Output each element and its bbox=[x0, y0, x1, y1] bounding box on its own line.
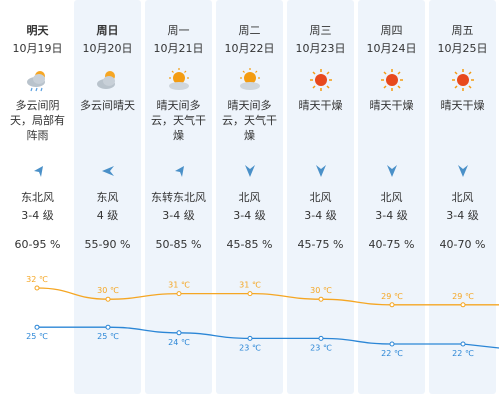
day-date: 10月25日 bbox=[437, 42, 488, 55]
low-temp-label: 25 ℃ bbox=[97, 332, 119, 341]
low-temp-point bbox=[176, 330, 182, 336]
high-temp-label: 29 ℃ bbox=[381, 292, 403, 301]
sunny-icon bbox=[451, 69, 474, 91]
low-temp-label: 23 ℃ bbox=[239, 343, 261, 352]
wind-direction: 北风 bbox=[238, 191, 261, 204]
day-date: 10月20日 bbox=[82, 42, 133, 55]
high-temp-label: 29 ℃ bbox=[452, 292, 474, 301]
humidity: 45-85 % bbox=[226, 238, 273, 251]
low-temp-label: 22 ℃ bbox=[452, 349, 474, 358]
day-column[interactable]: 周五 10月25日 晴天干燥 北风 3-4 级 40-70 % bbox=[429, 0, 496, 394]
day-column[interactable]: 周一 10月21日 晴天间多云，天气干燥 东转东北风 3-4 级 50-85 % bbox=[145, 0, 212, 394]
humidity: 60-95 % bbox=[14, 238, 61, 251]
high-temp-point bbox=[176, 291, 182, 297]
weather-description: 晴天间多云，天气干燥 bbox=[222, 99, 277, 142]
humidity: 40-75 % bbox=[368, 238, 415, 251]
day-name: 周五 bbox=[451, 24, 474, 37]
low-temp-point bbox=[247, 335, 253, 341]
day-name: 周一 bbox=[167, 24, 190, 37]
day-name: 周日 bbox=[96, 24, 119, 37]
high-temp-label: 30 ℃ bbox=[310, 286, 332, 295]
day-date: 10月19日 bbox=[12, 42, 63, 55]
sunny-cloudy-icon bbox=[168, 68, 189, 90]
high-temp-point bbox=[460, 302, 466, 308]
wind-arrow-south-icon bbox=[457, 165, 468, 177]
humidity: 50-85 % bbox=[155, 238, 202, 251]
wind-direction: 东风 bbox=[96, 191, 119, 204]
low-temp-series: 25 ℃ 25 ℃ 24 ℃ 23 ℃ 23 ℃ 22 ℃ 22 ℃ bbox=[26, 324, 499, 358]
wind-level: 4 级 bbox=[96, 209, 119, 222]
weather-description: 多云间阴天，局部有阵雨 bbox=[10, 99, 65, 142]
wind-direction: 东转东北风 bbox=[151, 191, 206, 204]
day-date: 10月24日 bbox=[366, 42, 417, 55]
day-name: 周三 bbox=[309, 24, 332, 37]
low-temp-point bbox=[460, 341, 466, 347]
partly-cloudy-rain-icon bbox=[26, 71, 45, 92]
wind-arrow-west-icon bbox=[101, 166, 114, 176]
high-temp-label: 31 ℃ bbox=[168, 281, 190, 290]
low-temp-point bbox=[389, 341, 395, 347]
low-temp-label: 23 ℃ bbox=[310, 343, 332, 352]
high-temp-point bbox=[247, 291, 253, 297]
low-temp-label: 25 ℃ bbox=[26, 332, 48, 341]
wind-direction: 北风 bbox=[380, 191, 403, 204]
high-temp-point bbox=[34, 285, 40, 291]
day-date: 10月22日 bbox=[224, 42, 275, 55]
low-temp-label: 22 ℃ bbox=[381, 349, 403, 358]
wind-level: 3-4 级 bbox=[375, 209, 408, 222]
sunny-icon bbox=[309, 69, 332, 91]
wind-direction: 北风 bbox=[309, 191, 332, 204]
wind-level: 3-4 级 bbox=[304, 209, 337, 222]
wind-level: 3-4 级 bbox=[446, 209, 479, 222]
wind-direction: 北风 bbox=[451, 191, 474, 204]
wind-arrow-south-icon bbox=[315, 165, 326, 177]
weather-description: 晴天干燥 bbox=[298, 99, 343, 112]
sunny-cloudy-icon bbox=[239, 68, 260, 90]
high-temp-point bbox=[318, 296, 324, 302]
partly-cloudy-icon bbox=[96, 71, 115, 89]
day-name: 周二 bbox=[238, 24, 261, 37]
wind-level: 3-4 级 bbox=[162, 209, 195, 222]
wind-level: 3-4 级 bbox=[21, 209, 54, 222]
wind-arrow-south-icon bbox=[244, 165, 255, 177]
low-temp-label: 24 ℃ bbox=[168, 338, 190, 347]
wind-arrow-south-icon bbox=[386, 165, 397, 177]
humidity: 55-90 % bbox=[84, 238, 131, 251]
humidity: 40-70 % bbox=[439, 238, 486, 251]
day-column[interactable]: 周四 10月24日 晴天干燥 北风 3-4 级 40-75 % bbox=[358, 0, 425, 394]
day-name: 明天 bbox=[26, 24, 49, 37]
weather-description: 晴天干燥 bbox=[440, 99, 485, 112]
weather-description: 多云间晴天 bbox=[80, 99, 135, 112]
day-column[interactable]: 周三 10月23日 晴天干燥 北风 3-4 级 45-75 % bbox=[287, 0, 354, 394]
low-temp-point bbox=[318, 335, 324, 341]
temperature-chart: 32 ℃ 30 ℃ 31 ℃ 31 ℃ 30 ℃ 29 ℃ 29 ℃ 25 ℃ 25 ℃ 24 … bbox=[26, 275, 499, 358]
sunny-icon bbox=[380, 69, 403, 91]
humidity: 45-75 % bbox=[297, 238, 344, 251]
high-temp-point bbox=[105, 296, 111, 302]
wind-level: 3-4 级 bbox=[233, 209, 266, 222]
wind-arrow-southwest-icon bbox=[33, 166, 43, 177]
low-temp-point bbox=[105, 324, 111, 330]
high-temp-point bbox=[389, 302, 395, 308]
high-temp-label: 30 ℃ bbox=[97, 286, 119, 295]
weather-description: 晴天间多云，天气干燥 bbox=[151, 99, 206, 142]
day-date: 10月23日 bbox=[295, 42, 346, 55]
day-name: 周四 bbox=[380, 24, 403, 37]
low-temp-point bbox=[34, 324, 40, 330]
high-temp-series: 32 ℃ 30 ℃ 31 ℃ 31 ℃ 30 ℃ 29 ℃ 29 ℃ bbox=[26, 275, 499, 308]
wind-arrow-southwest-icon bbox=[174, 166, 184, 177]
day-date: 10月21日 bbox=[153, 42, 204, 55]
high-temp-label: 32 ℃ bbox=[26, 275, 48, 284]
wind-direction: 东北风 bbox=[21, 191, 54, 204]
day-column[interactable]: 周二 10月22日 晴天间多云，天气干燥 北风 3-4 级 45-85 % bbox=[216, 0, 283, 394]
high-temp-label: 31 ℃ bbox=[239, 281, 261, 290]
weather-description: 晴天干燥 bbox=[369, 99, 414, 112]
